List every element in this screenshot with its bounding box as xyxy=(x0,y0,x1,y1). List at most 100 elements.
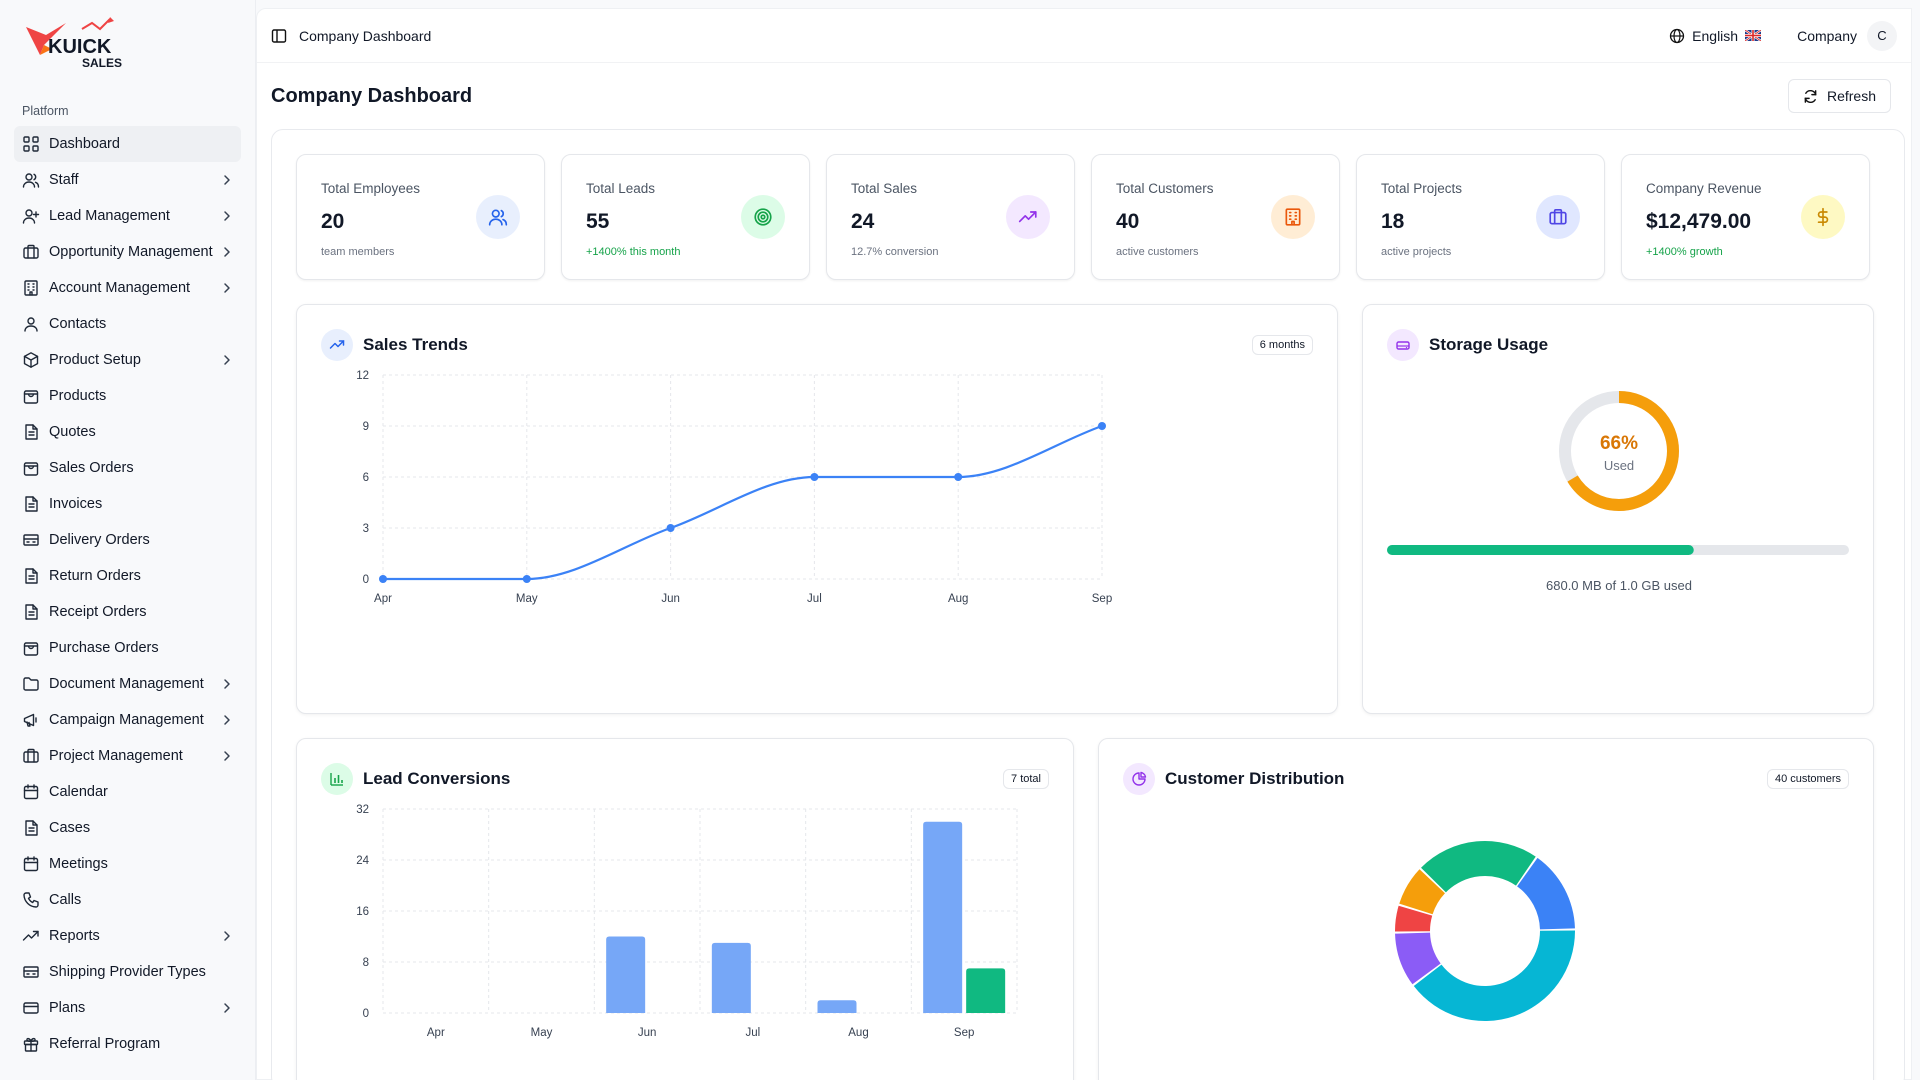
language-label: English xyxy=(1692,27,1739,44)
donut-slice-3[interactable] xyxy=(1395,905,1433,932)
sidebar-item-quotes[interactable]: Quotes xyxy=(14,414,241,450)
sidebar-item-lead-management[interactable]: Lead Management xyxy=(14,198,241,234)
sidebar-item-campaign-management[interactable]: Campaign Management xyxy=(14,702,241,738)
stats-row: Total Employees 20 team members Total Leads… xyxy=(296,154,1870,280)
sidebar-item-contacts[interactable]: Contacts xyxy=(14,306,241,342)
brand-logo[interactable]: KUICK SALES xyxy=(14,12,241,74)
sidebar-section-label: Platform xyxy=(22,104,69,118)
sidebar-item-calls[interactable]: Calls xyxy=(14,882,241,918)
donut-slice-5[interactable] xyxy=(1421,841,1536,893)
page-header: Company Dashboard Refresh xyxy=(257,63,1911,129)
donut-slice-4[interactable] xyxy=(1399,869,1445,915)
sidebar-item-label: Sales Orders xyxy=(49,459,134,476)
chevron-right-icon[interactable] xyxy=(221,282,233,294)
chevron-right-icon[interactable] xyxy=(221,1002,233,1014)
refresh-label: Refresh xyxy=(1826,88,1876,104)
sidebar-item-cases[interactable]: Cases xyxy=(14,810,241,846)
file-icon xyxy=(25,568,38,584)
sidebar-item-product-setup[interactable]: Product Setup xyxy=(14,342,241,378)
x-tick-label: Sep xyxy=(954,1027,974,1039)
sales-trend-point[interactable] xyxy=(1098,422,1106,430)
stat-card-total-leads: Total Leads 55 +1400% this month xyxy=(561,154,810,280)
sidebar-item-products[interactable]: Products xyxy=(14,378,241,414)
sidebar-item-calendar[interactable]: Calendar xyxy=(14,774,241,810)
chevron-right-icon[interactable] xyxy=(221,354,233,366)
sales-trend-point[interactable] xyxy=(954,473,963,481)
storage-header-icon xyxy=(1387,329,1419,361)
sidebar-item-reports[interactable]: Reports xyxy=(14,918,241,954)
sidebar-item-dashboard[interactable]: Dashboard xyxy=(14,126,241,162)
calendar-icon xyxy=(23,784,39,800)
sidebar-item-delivery-orders[interactable]: Delivery Orders xyxy=(14,522,241,558)
sidebar-item-invoices[interactable]: Invoices xyxy=(14,486,241,522)
grid-icon xyxy=(23,136,39,152)
donut-slice-1[interactable] xyxy=(1413,930,1575,1021)
donut-slice-2[interactable] xyxy=(1395,932,1441,985)
sidebar-item-label: Cases xyxy=(49,819,91,836)
chevron-right-icon[interactable] xyxy=(221,750,233,762)
bar-sep-1[interactable] xyxy=(966,968,1006,1013)
chevron-right-icon[interactable] xyxy=(221,714,233,726)
stat-title: Total Projects xyxy=(1381,181,1463,196)
sales-trends-chart: 0 3 6 9 12 Apr May Jun Jul Aug Sep xyxy=(356,370,1112,605)
sidebar-item-label: Plans xyxy=(49,999,86,1016)
sidebar-item-staff[interactable]: Staff xyxy=(14,162,241,198)
sidebar-item-opportunity-management[interactable]: Opportunity Management xyxy=(14,234,241,270)
sidebar-item-label: Reports xyxy=(49,927,100,944)
sidebar-item-project-management[interactable]: Project Management xyxy=(14,738,241,774)
sidebar-item-sales-orders[interactable]: Sales Orders xyxy=(14,450,241,486)
svg-text:KUICK: KUICK xyxy=(48,36,112,58)
chevron-right-icon[interactable] xyxy=(221,246,233,258)
file-icon xyxy=(25,496,38,512)
pie-header-icon xyxy=(1123,763,1155,795)
storage-percent: 66% xyxy=(1600,433,1638,454)
x-tick-label: May xyxy=(531,1027,553,1039)
shopping-bag-icon xyxy=(23,462,39,476)
stat-value: 20 xyxy=(321,210,345,233)
sidebar-item-receipt-orders[interactable]: Receipt Orders xyxy=(14,594,241,630)
sidebar-item-account-management[interactable]: Account Management xyxy=(14,270,241,306)
x-tick-label: Jul xyxy=(807,593,822,605)
refresh-button[interactable]: Refresh xyxy=(1787,79,1891,113)
lead-conversions-chart: 0 8 16 24 32 Apr May Jun Jul Aug Sep xyxy=(356,804,1018,1039)
trend-header-icon xyxy=(321,329,353,361)
gift-icon xyxy=(23,1037,39,1052)
storage-bar-fill xyxy=(1387,545,1694,555)
sidebar-item-document-management[interactable]: Document Management xyxy=(14,666,241,702)
sidebar-item-plans[interactable]: Plans xyxy=(14,990,241,1026)
globe-icon xyxy=(1670,28,1685,43)
sidebar-item-label: Opportunity Management xyxy=(49,243,213,260)
stat-value: 18 xyxy=(1381,210,1405,233)
x-tick-label: Apr xyxy=(374,593,392,605)
sales-trend-point[interactable] xyxy=(522,575,531,583)
bar-jun-0[interactable] xyxy=(606,936,646,1014)
bar-sep-0[interactable] xyxy=(923,821,963,1013)
sidebar-item-meetings[interactable]: Meetings xyxy=(14,846,241,882)
x-tick-label: Jun xyxy=(661,593,680,605)
user-plus-icon xyxy=(22,209,40,224)
chevron-right-icon[interactable] xyxy=(221,210,233,222)
sidebar-item-label: Lead Management xyxy=(49,207,170,224)
bar-jul-0[interactable] xyxy=(711,942,751,1013)
chevron-right-icon[interactable] xyxy=(221,930,233,942)
company-menu[interactable]: Company C xyxy=(1797,20,1897,51)
chevron-right-icon[interactable] xyxy=(221,678,233,690)
x-tick-label: Aug xyxy=(948,593,968,605)
sales-trend-point[interactable] xyxy=(379,575,387,583)
sidebar-item-purchase-orders[interactable]: Purchase Orders xyxy=(14,630,241,666)
donut-slice-0[interactable] xyxy=(1517,857,1575,930)
chevron-right-icon[interactable] xyxy=(221,174,233,186)
sidebar-item-shipping-provider-types[interactable]: Shipping Provider Types xyxy=(14,954,241,990)
main-content: Company Dashboard English Company C Comp… xyxy=(256,8,1912,1080)
sidebar-item-label: Delivery Orders xyxy=(49,531,150,548)
sidebar-toggle-icon[interactable] xyxy=(271,28,287,44)
language-selector[interactable]: English xyxy=(1669,27,1762,44)
stat-card-total-projects: Total Projects 18 active projects xyxy=(1356,154,1605,280)
sidebar-item-referral-program[interactable]: Referral Program xyxy=(14,1026,241,1062)
sales-trend-point[interactable] xyxy=(666,524,675,532)
sales-trend-point[interactable] xyxy=(810,473,819,481)
stat-card-company-revenue: Company Revenue $12,479.00 +1400% growth xyxy=(1621,154,1870,280)
bar-aug-0[interactable] xyxy=(817,1000,857,1013)
stat-value: 24 xyxy=(851,210,875,233)
sidebar-item-return-orders[interactable]: Return Orders xyxy=(14,558,241,594)
